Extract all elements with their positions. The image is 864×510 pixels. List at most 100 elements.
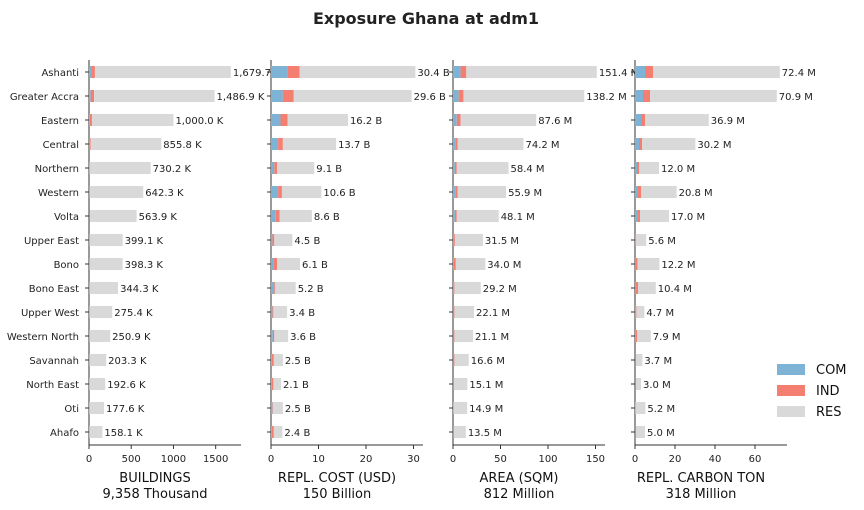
bar-value-label: 16.2 B	[350, 116, 382, 127]
bar-value-label: 2.5 B	[285, 356, 311, 367]
bar-com	[453, 114, 457, 126]
bar-res	[277, 258, 300, 270]
bar-ind	[453, 306, 455, 318]
x-tick-label: 20	[360, 454, 373, 465]
bar-ind	[453, 234, 455, 246]
bar-com	[635, 402, 636, 414]
bar-com	[635, 90, 643, 102]
bar-value-label: 34.0 M	[487, 260, 521, 271]
bar-com	[89, 138, 90, 150]
bar-value-label: 563.9 K	[139, 212, 178, 223]
bar-value-label: 14.9 M	[469, 404, 503, 415]
bar-value-label: 10.4 M	[658, 284, 692, 295]
category-label: Savannah	[29, 356, 79, 367]
bar-res	[453, 378, 468, 390]
bar-res	[650, 90, 777, 102]
bar-value-label: 58.4 M	[510, 164, 544, 175]
category-label: Northern	[35, 164, 79, 175]
bar-value-label: 250.9 K	[112, 332, 151, 343]
bar-value-label: 3.7 M	[644, 356, 672, 367]
x-tick-label: 60	[749, 454, 762, 465]
bar-com	[453, 282, 454, 294]
bar-com	[271, 282, 275, 294]
bar-ind	[89, 114, 92, 126]
bar-value-label: 192.6 K	[107, 380, 146, 391]
bar-value-label: 6.1 B	[302, 260, 328, 271]
bar-res	[273, 306, 288, 318]
legend-label-com: COM	[816, 363, 847, 378]
x-tick-label: 0	[450, 454, 456, 465]
category-label: Upper West	[21, 308, 79, 319]
bar-ind	[272, 234, 275, 246]
bar-res	[645, 114, 709, 126]
bar-ind	[645, 66, 653, 78]
bar-ind	[274, 162, 278, 174]
bar-res	[89, 402, 104, 414]
bar-value-label: 55.9 M	[508, 188, 542, 199]
legend-swatch-com	[777, 364, 805, 375]
bar-ind	[274, 282, 276, 294]
bar-res	[89, 426, 103, 438]
bar-res	[638, 282, 656, 294]
bar-value-label: 20.8 M	[679, 188, 713, 199]
category-label: Oti	[64, 404, 79, 415]
category-label: Ashanti	[41, 68, 79, 79]
bar-res	[273, 354, 283, 366]
x-tick-label: 1500	[203, 454, 228, 465]
bar-ind	[638, 210, 640, 222]
x-tick-label: 1000	[161, 454, 186, 465]
bar-ind	[635, 426, 636, 438]
bar-ind	[90, 90, 95, 102]
bar-value-label: 4.7 M	[646, 308, 674, 319]
bar-com	[635, 210, 638, 222]
x-tick-label: 150	[586, 454, 605, 465]
panel-3: 0 50 100 150 AREA (SQM)812 Million 151.4 M 138…	[449, 60, 639, 502]
legend-swatch-ind	[777, 385, 805, 396]
x-axis-label: BUILDINGS	[119, 471, 190, 486]
bar-value-label: 3.6 B	[290, 332, 316, 343]
bar-ind	[460, 66, 467, 78]
bar-res	[456, 162, 509, 174]
bar-com	[453, 258, 454, 270]
bar-value-label: 158.1 K	[104, 428, 143, 439]
bar-value-label: 13.5 M	[468, 428, 502, 439]
bar-com	[271, 162, 275, 174]
bar-res	[456, 210, 499, 222]
bar-value-label: 3.0 M	[643, 380, 671, 391]
bar-ind	[454, 210, 457, 222]
x-axis-total: 318 Million	[666, 487, 737, 502]
bar-com	[89, 66, 92, 78]
bar-res	[454, 330, 474, 342]
bar-res	[272, 402, 283, 414]
bar-ind	[91, 66, 95, 78]
bar-ind	[639, 138, 642, 150]
bar-ind	[636, 282, 638, 294]
bar-ind	[635, 354, 636, 366]
bar-com	[271, 426, 272, 438]
bar-value-label: 12.2 M	[661, 260, 695, 271]
bar-value-label: 13.7 B	[338, 140, 370, 151]
bar-res	[454, 354, 469, 366]
bar-res	[273, 426, 283, 438]
bar-value-label: 177.6 K	[106, 404, 145, 415]
bar-com	[271, 90, 283, 102]
bar-value-label: 7.9 M	[653, 332, 681, 343]
chart-title: Exposure Ghana at adm1	[313, 9, 539, 28]
bar-value-label: 10.6 B	[323, 188, 355, 199]
bar-res	[636, 234, 647, 246]
bar-ind	[453, 258, 456, 270]
bar-res	[277, 162, 315, 174]
bar-res	[636, 378, 641, 390]
x-tick-label: 50	[494, 454, 507, 465]
bar-ind	[635, 234, 637, 246]
bar-com	[271, 186, 279, 198]
category-label: Volta	[54, 212, 79, 223]
x-tick-label: 10	[312, 454, 325, 465]
bar-res	[460, 114, 537, 126]
bar-ind	[271, 378, 274, 390]
x-tick-label: 30	[407, 454, 420, 465]
bar-value-label: 399.1 K	[125, 236, 164, 247]
bar-value-label: 3.4 B	[289, 308, 315, 319]
bar-res	[454, 282, 481, 294]
